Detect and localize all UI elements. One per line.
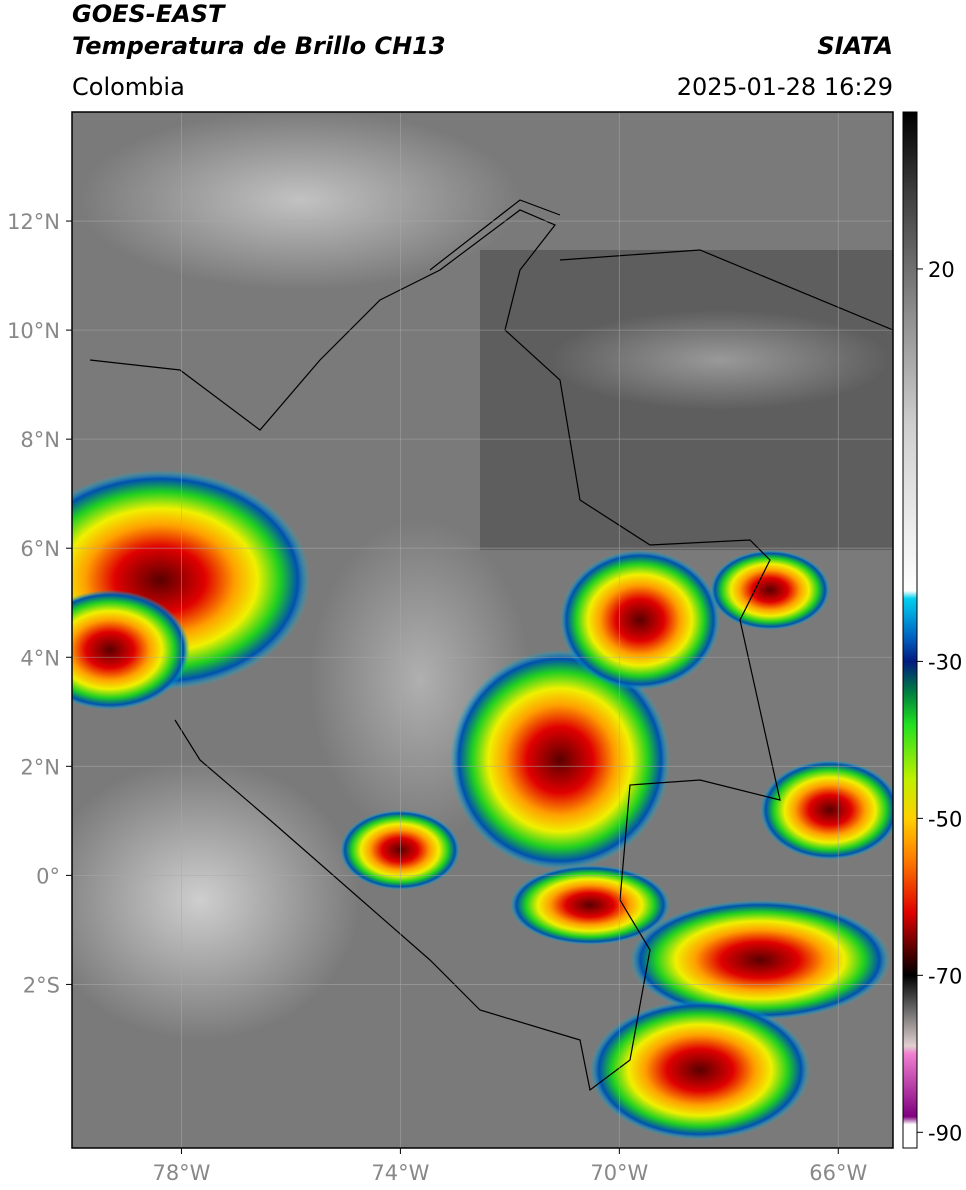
y-tick-label: 2°N — [20, 755, 60, 779]
region: Colombia — [72, 73, 185, 101]
y-tick-label: 12°N — [7, 210, 60, 234]
satellite-image — [72, 112, 893, 1148]
colorbar-tick-label: -30 — [928, 650, 962, 674]
y-tick-label: 10°N — [7, 319, 60, 343]
subtitle: Temperatura de Brillo CH13 — [72, 32, 446, 60]
y-tick-label: 8°N — [20, 428, 60, 452]
datetime: 2025-01-28 16:29 — [677, 73, 893, 101]
colorbar — [902, 111, 918, 1149]
y-tick-label: 2°S — [23, 973, 60, 997]
y-tick-label: 6°N — [20, 537, 60, 561]
source: SIATA — [817, 32, 893, 60]
colorbar-tick-label: -50 — [928, 807, 962, 831]
title: GOES-EAST — [72, 0, 226, 28]
colorbar-tick-label: -90 — [928, 1121, 962, 1145]
x-tick-label: 74°W — [371, 1161, 429, 1185]
x-tick-label: 66°W — [809, 1161, 867, 1185]
x-tick-label: 70°W — [590, 1161, 648, 1185]
y-tick-label: 0° — [36, 864, 60, 888]
colorbar-tick-label: -70 — [928, 964, 962, 988]
map-frame — [71, 111, 894, 1149]
y-tick-label: 4°N — [20, 646, 60, 670]
x-tick-label: 78°W — [152, 1161, 210, 1185]
colorbar-tick-label: 20 — [928, 258, 955, 282]
